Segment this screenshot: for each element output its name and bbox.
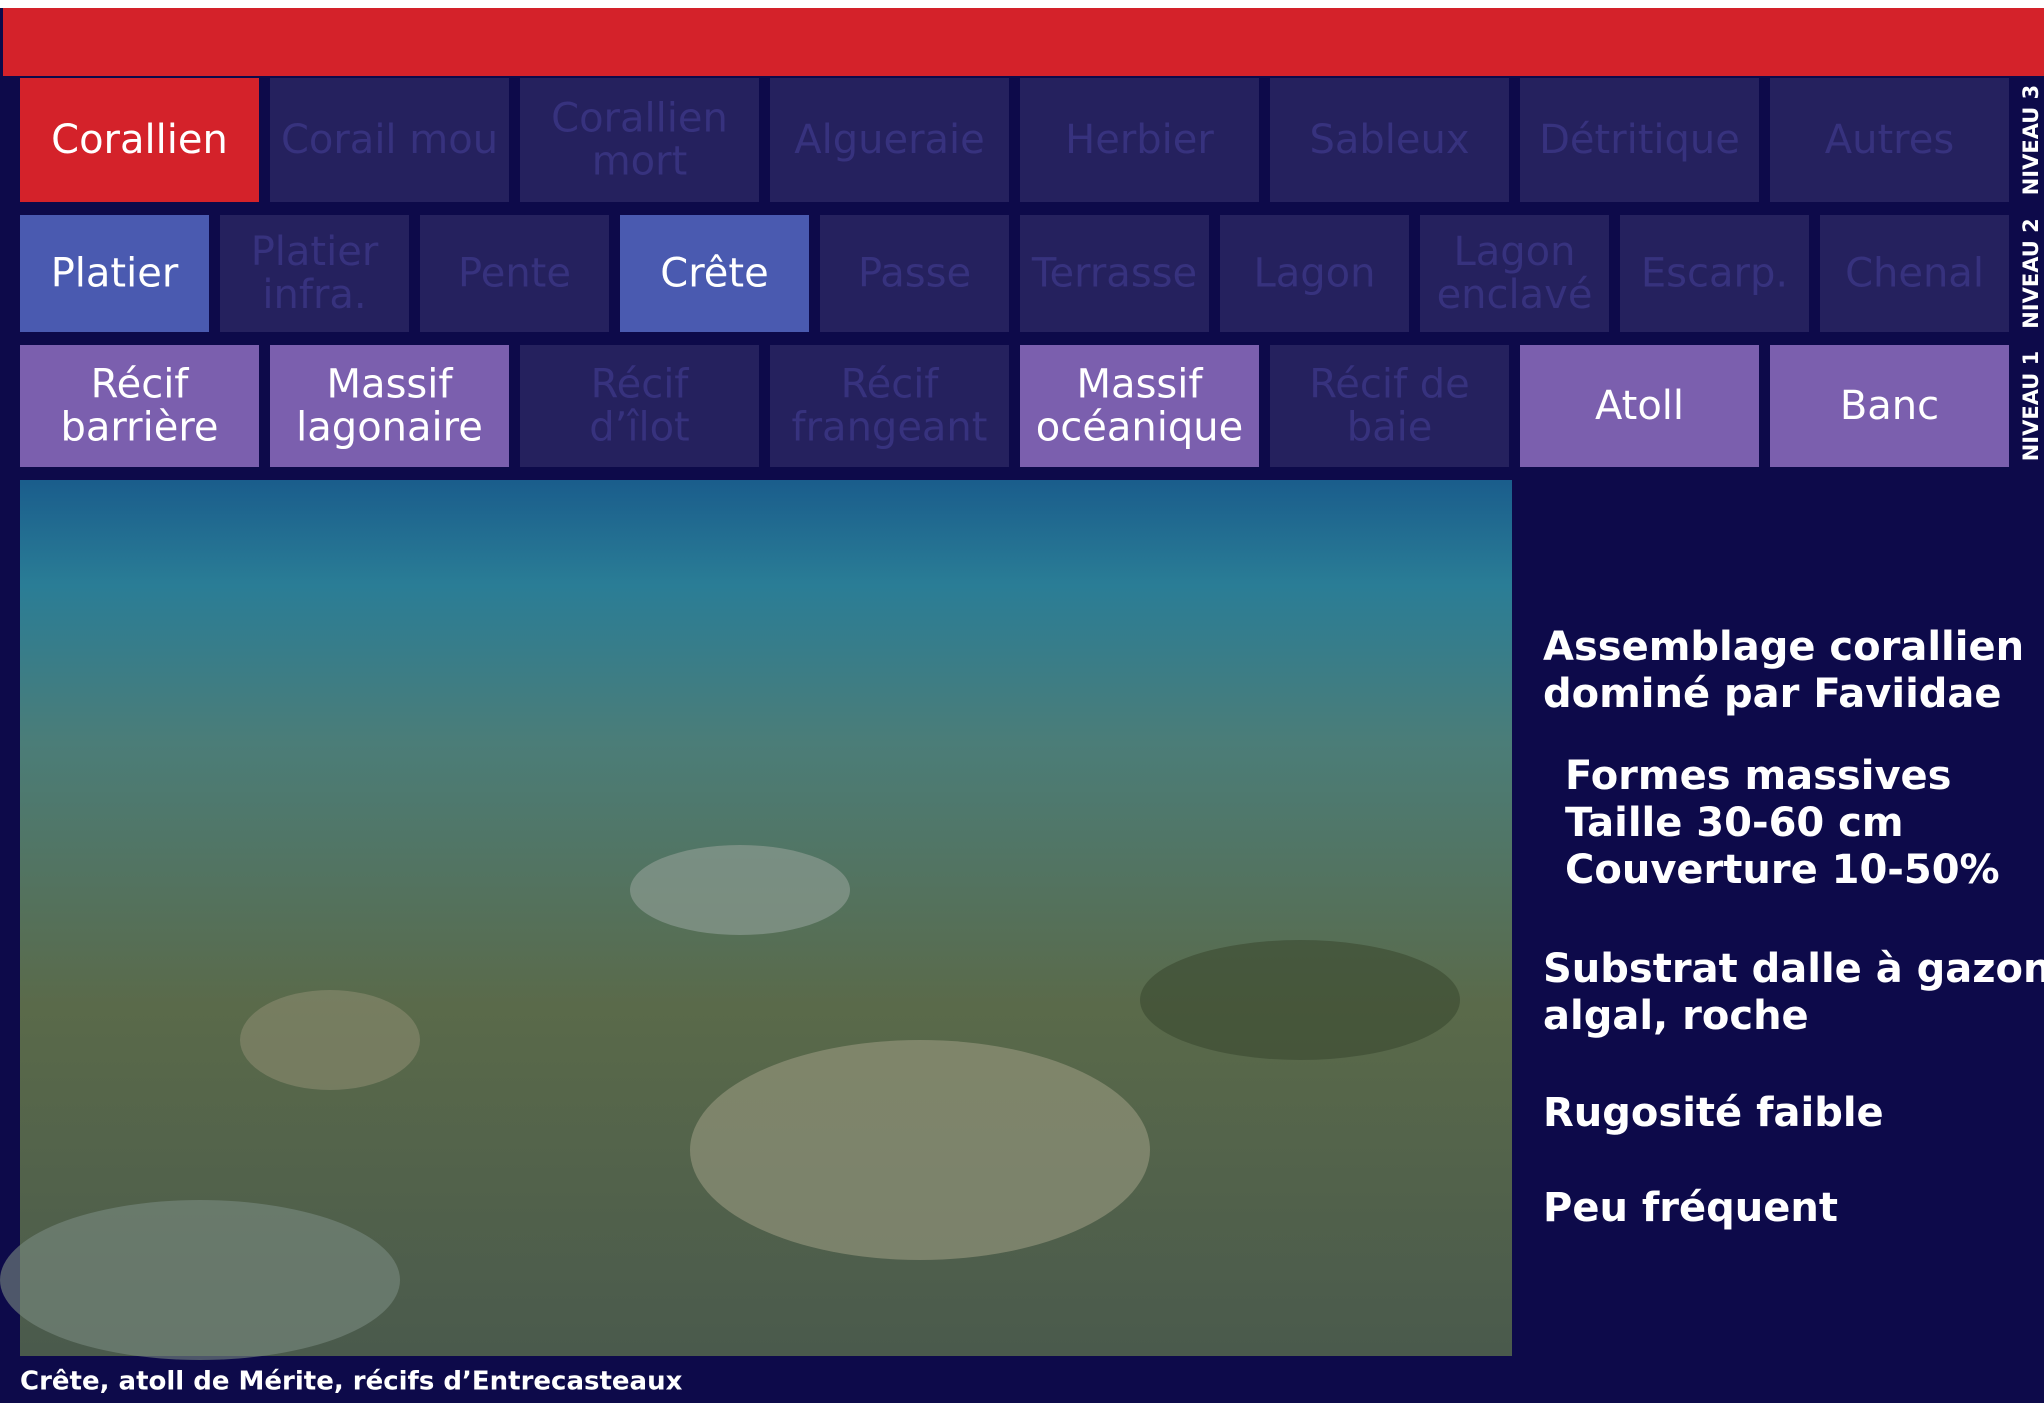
tab-label: Lagon [1253, 251, 1375, 297]
tab-label: océanique [1036, 405, 1243, 451]
tab[interactable] [1520, 345, 1759, 467]
coral [690, 1040, 1150, 1260]
tab-label: Banc [1840, 383, 1939, 429]
tab[interactable] [270, 78, 509, 202]
tab-label: Récif [91, 362, 190, 408]
tab-label: Autres [1825, 117, 1954, 163]
tab-label: Récif de [1309, 362, 1470, 408]
tab-label: Pente [458, 251, 571, 297]
tab-label: Atoll [1595, 383, 1684, 429]
tab[interactable] [520, 78, 759, 202]
level-label: NIVEAU 3 [2019, 85, 2043, 196]
description-line: Rugosité faible [1543, 1090, 1884, 1136]
tab-label: Corallien [51, 117, 228, 163]
description-line: Substrat dalle à gazon [1543, 946, 2044, 992]
tab-label: enclavé [1437, 272, 1593, 318]
tab-label: Herbier [1065, 117, 1214, 163]
tab[interactable] [20, 345, 259, 467]
tab-label: Détritique [1539, 117, 1740, 163]
photo [0, 480, 1512, 1360]
tab-label: Récif [841, 362, 940, 408]
tab[interactable] [1020, 215, 1209, 332]
tab-label: Lagon [1453, 229, 1575, 275]
tab[interactable] [420, 215, 609, 332]
description-line: Peu fréquent [1543, 1185, 1838, 1231]
description-line: algal, roche [1543, 993, 1809, 1039]
tab-label: Massif [1077, 362, 1204, 408]
tab[interactable] [1220, 215, 1409, 332]
tab-label: Massif [327, 362, 454, 408]
tab[interactable] [20, 78, 259, 202]
tab-label: Sableux [1309, 117, 1469, 163]
coral [0, 1200, 400, 1360]
tab-label: Chenal [1845, 251, 1984, 297]
tab-label: barrière [61, 405, 219, 451]
tab-label: Escarp. [1641, 251, 1788, 297]
tab-label: Terrasse [1031, 251, 1197, 297]
level-label: NIVEAU 1 [2019, 351, 2043, 462]
description-line: Formes massives [1565, 753, 1951, 799]
tab[interactable] [220, 215, 409, 332]
tab-label: baie [1347, 405, 1433, 451]
tab-label: Passe [858, 251, 971, 297]
tab[interactable] [820, 215, 1009, 332]
description-line: dominé par Faviidae [1543, 671, 2002, 717]
tab[interactable] [1270, 78, 1509, 202]
description-line: Couverture 10-50% [1565, 847, 2000, 893]
caption: Crête, atoll de Mérite, récifs d’Entreca… [20, 1367, 683, 1397]
tab[interactable] [1770, 345, 2009, 467]
tab-label: Crête [660, 251, 768, 297]
tab-label: infra. [262, 272, 366, 318]
description-line: Taille 30-60 cm [1565, 800, 1904, 846]
tab[interactable] [770, 78, 1009, 202]
tab-label: Platier [51, 251, 179, 297]
tab-label: Algueraie [794, 117, 985, 163]
tab-label: lagonaire [296, 405, 483, 451]
tab[interactable] [1770, 78, 2009, 202]
tab-label: Corallien [551, 96, 728, 142]
tab-label: Corail mou [281, 117, 498, 163]
tab[interactable] [1020, 345, 1259, 467]
tab-label: d’îlot [589, 405, 690, 451]
tab[interactable] [20, 215, 209, 332]
tab[interactable] [270, 345, 509, 467]
tab-label: mort [592, 139, 688, 185]
rock [1140, 940, 1460, 1060]
tab[interactable] [1020, 78, 1259, 202]
tab-label: Platier [251, 229, 379, 275]
tab[interactable] [1820, 215, 2009, 332]
tab[interactable] [1270, 345, 1509, 467]
top-margin [0, 0, 2044, 8]
level-label: NIVEAU 2 [2019, 218, 2043, 329]
tab-label: frangeant [792, 405, 988, 451]
tab[interactable] [520, 345, 759, 467]
header-bar [3, 8, 2044, 76]
tab[interactable] [620, 215, 809, 332]
tab[interactable] [1620, 215, 1809, 332]
tab[interactable] [1420, 215, 1609, 332]
tab-label: Récif [591, 362, 690, 408]
coral [240, 990, 420, 1090]
description-line: Assemblage corallien [1543, 624, 2024, 670]
coral [630, 845, 850, 935]
tab[interactable] [1520, 78, 1759, 202]
tab[interactable] [770, 345, 1009, 467]
